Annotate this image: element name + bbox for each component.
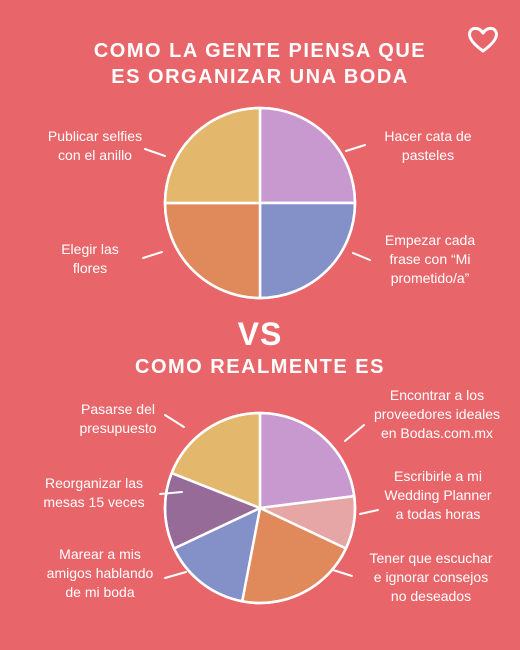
label-encontrar-proveedores: Encontrar a los proveedores ideales en B…: [373, 387, 501, 441]
leader-line-3: [144, 148, 166, 157]
pie-chart-expectation: [163, 106, 357, 300]
pie-chart-reality: [163, 411, 357, 605]
leader-line-7: [164, 571, 187, 579]
pie-1-slice-0: [258, 106, 357, 205]
leader-line-8: [159, 491, 183, 495]
leader-line-9: [164, 414, 185, 428]
pie-1-slice-2: [163, 201, 262, 300]
pie-2-outline: [163, 411, 357, 605]
label-empezar-cada-frase: Empezar cada frase con “Mi prometido/a”: [384, 232, 476, 286]
vs-separator: VS: [237, 316, 283, 352]
label-publicar-selfies: Publicar selfies con el anillo: [47, 128, 143, 163]
pie-1-slice-3: [163, 106, 262, 205]
leader-line-6: [332, 569, 353, 577]
chart-1-title: COMO LA GENTE PIENSA QUE ES ORGANIZAR UN…: [93, 40, 427, 88]
leader-line-1: [352, 252, 371, 261]
label-pasarse-presupuesto: Pasarse del presupuesto: [79, 401, 157, 436]
label-reorganizar-mesas: Reorganizar las mesas 15 veces: [43, 475, 145, 510]
leader-line-4: [344, 424, 365, 442]
label-escuchar-consejos: Tener que escuchar e ignorar consejos no…: [369, 550, 493, 604]
label-escribirle-wedding-planner: Escribirle a mi Wedding Planner a todas …: [384, 468, 492, 522]
leader-line-2: [142, 251, 163, 259]
label-elegir-flores: Elegir las flores: [61, 241, 119, 276]
heart-outline-icon: [468, 26, 498, 53]
pie-1-outline: [163, 106, 357, 300]
leader-line-0: [345, 144, 366, 152]
label-marear-amigos: Marear a mis amigos hablando de mi boda: [46, 546, 154, 600]
pie-2-slice-0: [258, 411, 356, 510]
pie-1-slice-1: [258, 201, 357, 300]
leader-line-5: [359, 509, 379, 515]
chart-2-title: COMO REALMENTE ES: [135, 356, 385, 378]
label-hacer-cata: Hacer cata de pasteles: [384, 128, 472, 163]
leader-lines: [142, 144, 379, 579]
